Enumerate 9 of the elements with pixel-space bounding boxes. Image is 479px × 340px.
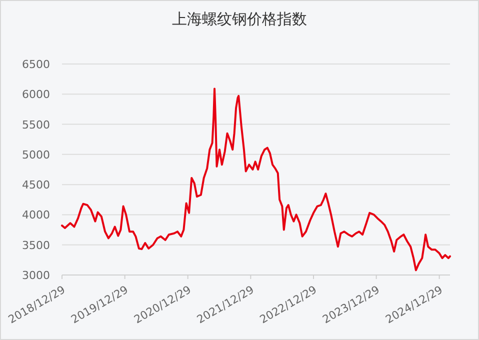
y-tick-label: 3500 <box>22 238 50 252</box>
y-tick-label: 6000 <box>22 88 50 102</box>
y-tick-label: 4500 <box>22 178 50 192</box>
y-tick-label: 5000 <box>22 148 50 162</box>
y-tick-label: 5500 <box>22 118 50 132</box>
y-tick-label: 4000 <box>22 208 50 222</box>
chart-title: 上海螺纹钢价格指数 <box>172 10 307 28</box>
y-tick-label: 6500 <box>22 58 50 71</box>
y-tick-label: 3000 <box>22 269 50 282</box>
